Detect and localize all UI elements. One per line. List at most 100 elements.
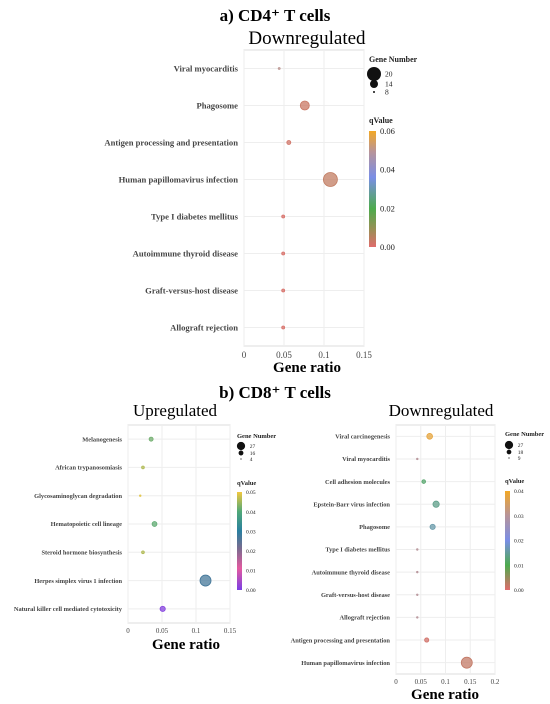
data-point bbox=[424, 637, 430, 643]
size-legend-label: 8 bbox=[385, 88, 389, 97]
color-legend-tick: 0.04 bbox=[514, 489, 524, 495]
x-tick-labels: 0 0.05 0.1 0.15 0.2 bbox=[394, 678, 500, 686]
color-legend-tick: 0.02 bbox=[246, 549, 256, 555]
x-tick-label: 0.1 bbox=[192, 627, 201, 635]
size-legend-title: Gene Number bbox=[505, 431, 544, 438]
y-tick-label: Graft-versus-host disease bbox=[145, 286, 238, 296]
x-axis-label: Gene ratio bbox=[411, 687, 479, 703]
color-legend-ticks: 0.04 0.03 0.02 0.01 0.00 bbox=[514, 489, 524, 594]
y-tick-label: African trypanosomiasis bbox=[55, 465, 122, 472]
data-point bbox=[299, 100, 310, 111]
plot-area bbox=[243, 49, 365, 347]
data-point bbox=[151, 521, 158, 527]
gridlines bbox=[395, 425, 496, 674]
x-axis-label: Gene ratio bbox=[273, 360, 341, 376]
x-tick-label: 0.2 bbox=[491, 678, 500, 686]
size-legend-dot bbox=[508, 457, 510, 459]
chart-cd8-downregulated: Downregulated Viral carcinogenesis Viral … bbox=[291, 401, 545, 703]
size-legend-label: 16 bbox=[250, 451, 256, 457]
data-points bbox=[139, 436, 212, 612]
color-legend-tick: 0.04 bbox=[380, 165, 396, 175]
color-bar bbox=[237, 492, 242, 590]
data-point bbox=[429, 523, 436, 530]
data-point bbox=[199, 574, 212, 587]
x-tick-labels: 0 0.05 0.1 0.15 bbox=[242, 350, 373, 360]
data-point bbox=[139, 494, 142, 497]
data-point bbox=[416, 548, 419, 551]
y-tick-label: Viral myocarditis bbox=[174, 64, 239, 74]
x-tick-label: 0.15 bbox=[464, 678, 477, 686]
data-point bbox=[416, 616, 419, 619]
data-point bbox=[281, 325, 286, 330]
color-legend-ticks: 0.05 0.04 0.03 0.02 0.01 0.00 bbox=[246, 490, 256, 594]
color-legend-title: qValue bbox=[369, 116, 393, 125]
chart-title: Downregulated bbox=[389, 401, 494, 420]
color-legend-ticks: 0.06 0.04 0.02 0.00 bbox=[380, 126, 396, 252]
color-bar bbox=[505, 491, 510, 590]
y-tick-label: Antigen processing and presentation bbox=[104, 138, 238, 148]
y-tick-label: Glycosaminoglycan degradation bbox=[34, 493, 122, 500]
size-legend-dot bbox=[373, 91, 375, 93]
color-legend-tick: 0.00 bbox=[246, 588, 256, 594]
size-legend-dot bbox=[367, 67, 381, 81]
x-tick-label: 0.15 bbox=[224, 627, 237, 635]
size-legend-dot bbox=[238, 450, 244, 456]
y-tick-label: Epstein-Barr virus infection bbox=[313, 501, 390, 508]
size-legend-label: 9 bbox=[518, 456, 521, 462]
y-tick-label: Viral carcinogenesis bbox=[335, 434, 390, 441]
data-point bbox=[281, 214, 286, 219]
y-tick-label: Steroid hormone biosynthesis bbox=[42, 550, 123, 557]
y-tick-label: Hematopoietic cell lineage bbox=[51, 521, 123, 528]
data-point bbox=[286, 140, 292, 145]
size-legend-title: Gene Number bbox=[369, 55, 418, 64]
x-tick-labels: 0 0.05 0.1 0.15 bbox=[126, 627, 236, 635]
y-tick-labels: Melanogenesis African trypanosomiasis Glyc… bbox=[14, 436, 123, 613]
y-tick-label: Graft-versus-host disease bbox=[321, 592, 390, 599]
chart-cd8-upregulated: Upregulated Melanogenesis African trypano… bbox=[14, 401, 276, 653]
color-legend-tick: 0.02 bbox=[380, 203, 395, 213]
y-tick-label: Allograft rejection bbox=[340, 615, 391, 622]
chart-title: Upregulated bbox=[133, 401, 218, 420]
size-legend-dot bbox=[504, 440, 514, 450]
y-tick-labels: Viral myocarditis Phagosome Antigen proces… bbox=[104, 64, 238, 333]
y-tick-label: Type I diabetes mellitus bbox=[325, 547, 390, 554]
y-tick-label: Allograft rejection bbox=[170, 323, 238, 333]
data-point bbox=[416, 457, 419, 461]
color-legend-tick: 0.00 bbox=[514, 588, 524, 594]
y-tick-label: Antigen processing and presentation bbox=[291, 637, 391, 644]
x-tick-label: 0.15 bbox=[356, 350, 372, 360]
size-legend-label: 4 bbox=[250, 457, 253, 463]
size-legend-label: 27 bbox=[250, 444, 256, 450]
gridlines bbox=[127, 425, 231, 623]
chart-title: Downregulated bbox=[248, 28, 366, 49]
y-tick-label: Autoimmune thyroid disease bbox=[312, 569, 391, 576]
size-legend-dot bbox=[240, 458, 242, 460]
data-point bbox=[460, 656, 473, 669]
section-b-title: b) CD8⁺ T cells bbox=[219, 383, 331, 402]
section-a-title: a) CD4⁺ T cells bbox=[220, 6, 331, 25]
x-axis-label: Gene ratio bbox=[152, 637, 220, 653]
y-tick-label: Natural killer cell mediated cytotoxicit… bbox=[14, 606, 123, 613]
y-tick-label: Cell adhesion molecules bbox=[325, 479, 390, 486]
data-point bbox=[322, 172, 338, 187]
data-points bbox=[277, 67, 338, 330]
y-tick-label: Phagosome bbox=[196, 101, 238, 111]
size-legend-title: Gene Number bbox=[237, 433, 276, 440]
x-tick-label: 0.05 bbox=[156, 627, 169, 635]
data-point bbox=[416, 593, 419, 596]
color-legend-tick: 0.03 bbox=[514, 514, 524, 520]
y-tick-label: Melanogenesis bbox=[82, 436, 122, 443]
y-tick-label: Type I diabetes mellitus bbox=[151, 212, 239, 222]
size-legend-dot bbox=[370, 80, 378, 88]
color-legend-title: qValue bbox=[237, 480, 256, 487]
y-tick-label: Herpes simplex virus 1 infection bbox=[34, 578, 122, 585]
data-point bbox=[148, 436, 154, 442]
color-legend-tick: 0.00 bbox=[380, 242, 395, 252]
size-legend-dot bbox=[506, 449, 512, 455]
size-legend-label: 18 bbox=[518, 450, 524, 456]
data-point bbox=[141, 465, 145, 470]
y-tick-label: Viral myocarditis bbox=[342, 456, 390, 463]
data-point bbox=[426, 433, 433, 440]
